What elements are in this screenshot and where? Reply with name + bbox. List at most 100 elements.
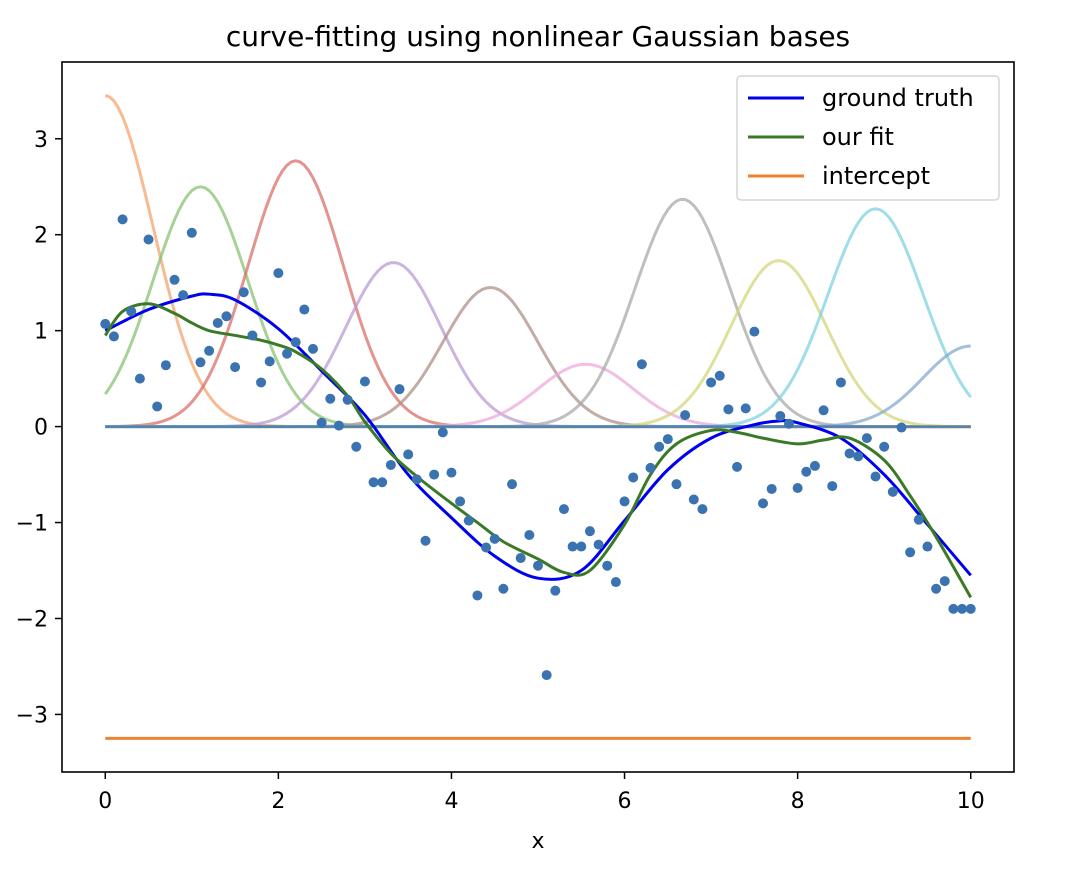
data-point [152, 401, 163, 412]
y-tick-label: −1 [16, 512, 48, 537]
data-point [688, 494, 699, 505]
y-tick-label: 2 [34, 224, 48, 249]
data-point [472, 590, 483, 601]
data-point [550, 585, 561, 596]
y-tick-label: 1 [34, 320, 48, 345]
data-point [247, 330, 258, 341]
data-point [766, 483, 777, 494]
data-point [602, 560, 613, 571]
chart-title: curve-fitting using nonlinear Gaussian b… [226, 20, 850, 53]
data-point [636, 359, 647, 370]
data-point [844, 448, 855, 459]
data-point [377, 477, 388, 488]
data-point [126, 306, 137, 317]
data-point [290, 337, 301, 348]
data-point [567, 541, 578, 552]
legend-label: intercept [822, 162, 930, 190]
data-point [143, 234, 154, 245]
data-point [939, 576, 950, 587]
y-tick-label: −3 [16, 703, 48, 728]
data-point [186, 227, 197, 238]
data-point [507, 479, 518, 490]
data-point [870, 471, 881, 482]
data-point [437, 427, 448, 438]
x-tick-label: 2 [271, 789, 285, 814]
data-point [463, 515, 474, 526]
data-point [403, 449, 414, 460]
data-point [879, 441, 890, 452]
data-point [385, 459, 396, 470]
our-fit-line [104, 302, 973, 599]
data-point [307, 343, 318, 354]
data-point [359, 376, 370, 387]
data-point [446, 467, 457, 478]
data-point [671, 479, 682, 490]
data-point [533, 560, 543, 571]
data-point [195, 357, 206, 368]
data-point [775, 411, 786, 422]
series-lines [104, 292, 973, 740]
plot-frame [61, 61, 1015, 773]
data-point [316, 417, 327, 428]
data-point [905, 547, 916, 558]
data-point [455, 496, 466, 507]
data-point [957, 603, 968, 614]
data-point [697, 504, 708, 515]
data-point [896, 422, 907, 433]
data-point [628, 472, 639, 483]
data-point [853, 451, 864, 462]
x-axis: 0 2 4 6 8 10 [98, 772, 985, 814]
data-point [558, 504, 569, 515]
data-point [524, 530, 535, 541]
data-point [515, 553, 526, 564]
data-point [429, 469, 440, 480]
data-point [264, 356, 275, 367]
data-point [117, 214, 128, 225]
data-point [134, 373, 145, 384]
data-point [619, 496, 630, 507]
data-point [498, 583, 509, 594]
data-point [662, 434, 673, 445]
x-tick-label: 4 [444, 789, 458, 814]
data-point [273, 268, 284, 279]
data-point [325, 393, 336, 404]
y-tick-label: 3 [34, 128, 48, 153]
data-point [256, 377, 267, 388]
legend-label: our fit [822, 123, 894, 151]
data-point [827, 481, 838, 492]
data-point [342, 394, 353, 405]
data-point [169, 274, 180, 285]
data-point [732, 461, 743, 472]
data-point [100, 318, 111, 329]
data-point [714, 370, 725, 381]
ground-truth-line [104, 292, 972, 581]
y-tick-label: −2 [16, 607, 48, 632]
data-point [922, 541, 933, 552]
data-point [489, 533, 500, 544]
y-axis: −3 −2 −1 0 1 2 3 [16, 128, 62, 728]
x-tick-label: 8 [791, 789, 805, 814]
legend-label: ground truth [822, 84, 974, 112]
data-point [541, 670, 552, 681]
data-point [706, 377, 717, 388]
data-point [299, 304, 310, 315]
data-point [749, 326, 760, 337]
x-tick-label: 6 [618, 789, 632, 814]
data-point [481, 542, 492, 553]
data-point [610, 577, 621, 588]
data-point [931, 583, 942, 594]
data-point [809, 460, 820, 471]
data-point [394, 384, 405, 395]
data-point [204, 345, 215, 356]
data-point [818, 405, 829, 416]
x-tick-label: 0 [98, 789, 112, 814]
data-point [230, 362, 241, 373]
data-point [965, 603, 976, 614]
data-point [758, 498, 769, 509]
data-point [593, 539, 604, 550]
data-point [792, 483, 803, 493]
data-point [368, 477, 379, 488]
data-point [584, 526, 595, 537]
x-tick-label: 10 [957, 789, 985, 814]
